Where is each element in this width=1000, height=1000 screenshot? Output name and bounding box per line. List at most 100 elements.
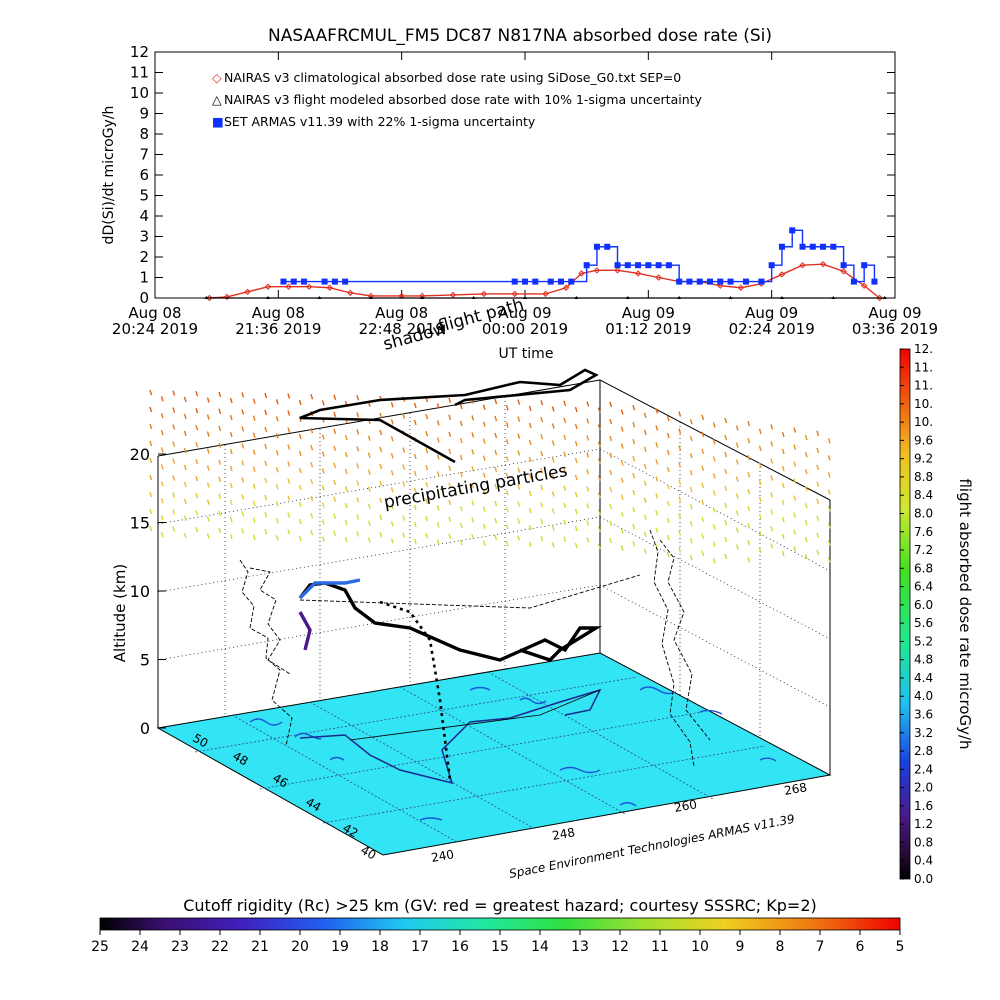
series-point xyxy=(542,290,549,298)
latitude-tick-label: 46 xyxy=(270,771,290,791)
particle-dash xyxy=(781,465,785,472)
particle-dash xyxy=(425,430,429,437)
particle-dash xyxy=(459,488,463,495)
series-point xyxy=(523,296,527,299)
longitude-tick-label: 240 xyxy=(430,847,455,865)
map-contour xyxy=(519,697,547,705)
particle-dash xyxy=(540,399,544,406)
particle-dash xyxy=(586,469,590,475)
particle-dash xyxy=(632,438,636,445)
series-point xyxy=(789,227,796,234)
series-point xyxy=(696,278,703,285)
particle-dash xyxy=(574,474,578,481)
particle-dash xyxy=(632,404,636,411)
particle-dash xyxy=(413,538,417,545)
particle-dash xyxy=(586,452,590,458)
particle-dash xyxy=(287,393,291,399)
particle-dash xyxy=(701,448,705,455)
bottom-colorbar-tick-label: 5 xyxy=(896,939,905,955)
particle-dash xyxy=(482,506,486,512)
particle-dash xyxy=(712,558,716,564)
particle-dash xyxy=(241,494,245,500)
particle-dash xyxy=(195,475,199,482)
bottom-colorbar-tick-label: 19 xyxy=(331,939,349,955)
particle-dash xyxy=(632,523,636,530)
particle-dash xyxy=(333,445,337,452)
particle-dash xyxy=(172,475,176,481)
particle-dash xyxy=(229,465,233,472)
particle-dash xyxy=(827,438,831,444)
particle-dash xyxy=(827,455,831,461)
map-contour xyxy=(329,756,345,761)
particle-dash xyxy=(689,469,693,476)
latitude-tick-label: 48 xyxy=(230,749,250,769)
series-point xyxy=(831,296,836,299)
particle-dash xyxy=(218,391,222,398)
particle-dash xyxy=(655,442,659,448)
legend-marker: ■ xyxy=(212,114,224,129)
particle-dash xyxy=(793,461,797,467)
z-tick-label: 15 xyxy=(130,514,150,533)
particle-dash xyxy=(298,433,302,440)
particle-dash xyxy=(241,426,245,432)
particle-dash xyxy=(586,520,590,526)
particle-dash xyxy=(344,485,348,492)
particle-dash xyxy=(367,537,371,543)
particle-dash xyxy=(206,397,210,403)
bottom-colorbar-tick-label: 13 xyxy=(571,939,589,955)
particle-dash xyxy=(517,535,521,541)
particle-dash xyxy=(701,499,705,506)
particle-dash xyxy=(287,529,291,535)
particle-dash xyxy=(747,454,751,461)
particle-dash xyxy=(528,524,532,531)
particle-dash xyxy=(678,462,682,468)
series-point xyxy=(532,278,539,285)
particle-dash xyxy=(310,427,314,434)
particle-dash xyxy=(436,454,440,460)
wall-grid-line xyxy=(157,448,601,525)
particle-dash xyxy=(482,421,486,427)
particle-dash xyxy=(310,512,314,519)
particle-dash xyxy=(264,443,268,450)
particle-dash xyxy=(747,420,751,427)
particle-dash xyxy=(770,458,774,464)
series-point xyxy=(264,283,272,290)
y-tick-label: 10 xyxy=(130,84,149,102)
particle-dash xyxy=(218,425,222,432)
particle-dash xyxy=(436,539,440,545)
ground-grid-line xyxy=(322,745,766,824)
particle-dash xyxy=(298,467,302,474)
particle-dash xyxy=(655,476,659,482)
particle-dash xyxy=(287,478,291,484)
x-tick-label-date: Aug 09 xyxy=(622,304,675,322)
particle-dash xyxy=(781,431,785,438)
particle-dash xyxy=(425,532,429,539)
particle-dash xyxy=(321,502,325,508)
particle-dash xyxy=(172,407,176,413)
y-tick-label: 7 xyxy=(139,146,149,164)
particle-dash xyxy=(425,464,429,471)
particle-dash xyxy=(333,462,337,469)
particle-dash xyxy=(206,499,210,505)
particle-dash xyxy=(666,432,670,439)
particle-dash xyxy=(609,486,613,493)
particle-dash xyxy=(241,443,245,449)
particle-dash xyxy=(758,479,762,486)
particle-dash xyxy=(643,446,647,453)
particle-dash xyxy=(436,437,440,443)
particle-dash xyxy=(149,457,153,464)
particle-dash xyxy=(620,443,624,449)
particle-dash xyxy=(804,468,808,475)
particle-dash xyxy=(287,444,291,450)
right-colorbar-tick-label: 8.8 xyxy=(914,470,933,484)
particle-dash xyxy=(459,454,463,461)
right-colorbar-label: flight absorbed dose rate microGy/h xyxy=(956,478,974,749)
series-point xyxy=(614,267,621,274)
particle-dash xyxy=(333,428,337,435)
particle-dash xyxy=(620,511,624,517)
particle-dash xyxy=(390,419,394,425)
particle-dash xyxy=(781,516,785,523)
particle-dash xyxy=(758,496,762,503)
particle-dash xyxy=(655,510,659,516)
